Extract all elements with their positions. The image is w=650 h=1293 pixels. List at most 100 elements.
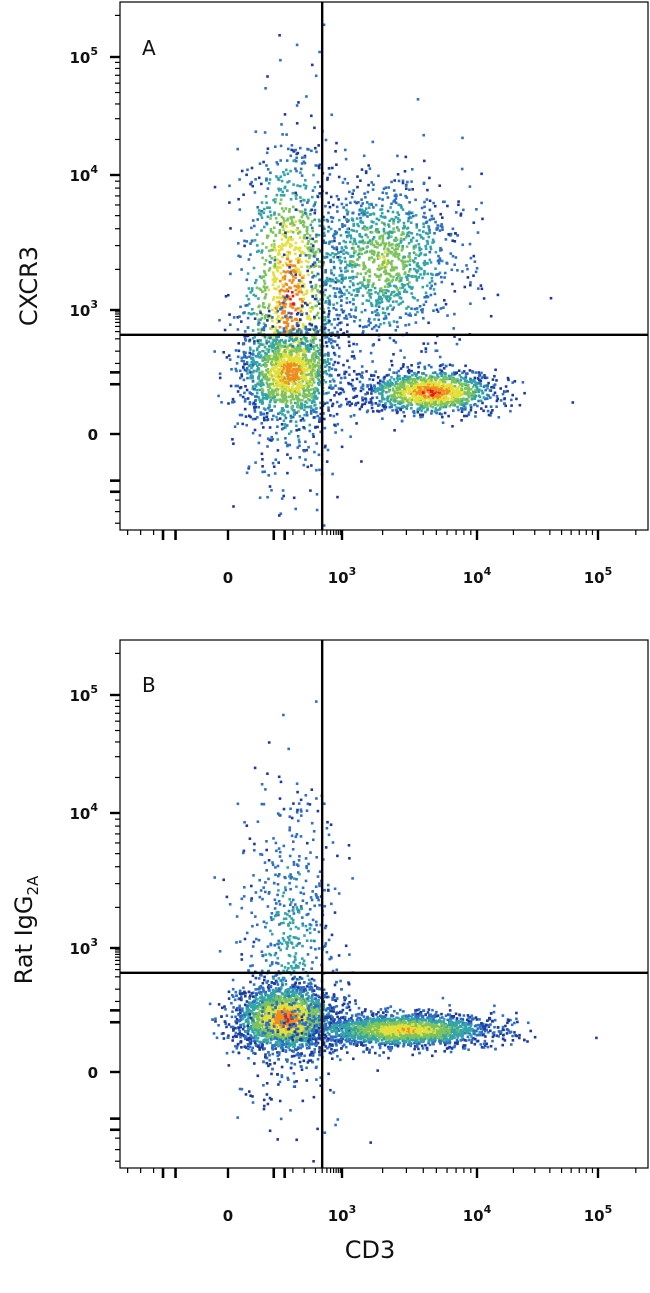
event-dot bbox=[311, 244, 315, 247]
event-dot bbox=[460, 403, 464, 406]
event-dot bbox=[361, 294, 365, 297]
event-dot bbox=[363, 225, 366, 228]
event-dot bbox=[274, 217, 278, 220]
event-dot bbox=[263, 131, 267, 134]
event-dot bbox=[384, 291, 387, 295]
event-dot bbox=[269, 261, 272, 264]
event-dot bbox=[447, 392, 451, 396]
event-dot bbox=[449, 392, 452, 396]
event-dot bbox=[422, 388, 425, 392]
event-dot bbox=[285, 385, 289, 388]
event-dot bbox=[427, 395, 430, 398]
event-dot bbox=[386, 254, 389, 257]
event-dot bbox=[295, 348, 299, 352]
event-dot bbox=[451, 254, 455, 258]
event-dot bbox=[384, 186, 388, 189]
event-dot bbox=[361, 282, 364, 285]
event-dot bbox=[305, 405, 308, 409]
event-dot bbox=[405, 264, 408, 267]
event-dot bbox=[234, 367, 238, 371]
event-dot bbox=[394, 193, 398, 197]
event-dot bbox=[341, 225, 344, 228]
event-dot bbox=[229, 227, 232, 230]
event-dot bbox=[469, 256, 473, 260]
event-dot bbox=[262, 417, 266, 420]
event-dot bbox=[259, 212, 262, 216]
event-dot bbox=[468, 391, 472, 395]
event-dot bbox=[275, 287, 278, 291]
event-dot bbox=[442, 376, 446, 379]
event-dot bbox=[372, 253, 376, 256]
event-dot bbox=[358, 380, 362, 384]
event-dot bbox=[292, 409, 296, 412]
event-dot bbox=[335, 205, 339, 209]
event-dot bbox=[326, 178, 329, 181]
event-dot bbox=[433, 376, 437, 379]
event-dot bbox=[330, 272, 333, 275]
event-dot bbox=[419, 390, 423, 393]
event-dot bbox=[273, 369, 276, 373]
event-dot bbox=[255, 233, 259, 236]
event-dot bbox=[446, 204, 449, 208]
event-dot bbox=[313, 365, 316, 369]
y-tick-label-exp: 3 bbox=[90, 298, 98, 311]
event-dot bbox=[387, 312, 391, 316]
event-dot bbox=[304, 364, 308, 368]
event-dot bbox=[362, 276, 366, 279]
event-dot bbox=[248, 369, 251, 372]
event-dot bbox=[394, 341, 398, 344]
event-dot bbox=[390, 202, 393, 206]
event-dot bbox=[360, 310, 364, 314]
event-dot bbox=[335, 231, 338, 234]
event-dot bbox=[352, 298, 355, 302]
event-dot bbox=[273, 211, 276, 214]
event-dot bbox=[294, 241, 298, 245]
event-dot bbox=[297, 256, 300, 260]
event-dot bbox=[352, 354, 356, 358]
event-dot bbox=[282, 170, 285, 174]
event-dot bbox=[403, 226, 406, 229]
event-dot bbox=[453, 312, 456, 316]
event-dot bbox=[286, 270, 290, 273]
event-dot bbox=[425, 294, 428, 298]
event-dot bbox=[296, 261, 300, 264]
event-dot bbox=[412, 214, 415, 218]
event-dot bbox=[263, 317, 267, 320]
event-dot bbox=[342, 239, 346, 243]
event-dot bbox=[280, 427, 284, 431]
event-dot bbox=[422, 404, 426, 408]
event-dot bbox=[465, 398, 469, 401]
event-dot bbox=[397, 252, 401, 256]
event-dot bbox=[342, 285, 346, 289]
event-dot bbox=[329, 269, 333, 272]
event-dot bbox=[398, 296, 402, 300]
event-dot bbox=[271, 382, 275, 386]
event-dot bbox=[261, 305, 265, 308]
event-dot bbox=[469, 406, 473, 409]
event-dot bbox=[323, 227, 326, 231]
event-dot bbox=[238, 369, 242, 373]
event-dot bbox=[388, 388, 391, 392]
event-dot bbox=[251, 359, 255, 362]
event-dot bbox=[280, 248, 284, 251]
event-dot bbox=[399, 302, 403, 305]
event-dot bbox=[264, 365, 267, 368]
event-dot bbox=[271, 308, 274, 312]
event-dot bbox=[305, 381, 309, 385]
event-dot bbox=[416, 399, 419, 403]
event-dot bbox=[289, 399, 293, 402]
event-dot bbox=[293, 387, 296, 391]
event-dot bbox=[382, 247, 386, 251]
event-dot bbox=[475, 208, 478, 211]
event-dot bbox=[394, 255, 397, 258]
event-dot bbox=[303, 244, 307, 248]
event-dot bbox=[297, 354, 301, 357]
event-dot bbox=[314, 274, 317, 278]
event-dot bbox=[277, 250, 281, 254]
event-dot bbox=[229, 272, 232, 276]
event-dot bbox=[261, 398, 264, 402]
event-dot bbox=[340, 246, 344, 249]
event-dot bbox=[439, 224, 442, 228]
event-dot bbox=[331, 472, 334, 476]
event-dot bbox=[370, 327, 374, 331]
